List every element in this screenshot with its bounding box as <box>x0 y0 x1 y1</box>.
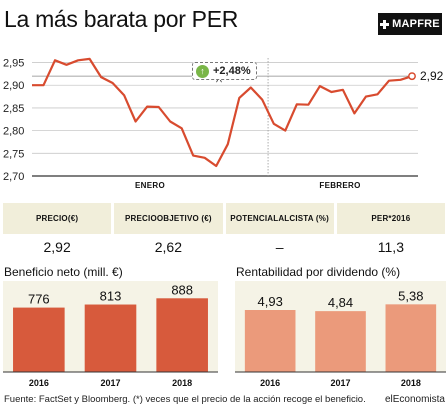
benefit-chart-title: Beneficio neto (mill. €) <box>4 265 123 279</box>
stat-label: PRECIO OBJETIVO (€) <box>114 203 223 234</box>
publisher-name: elEconomista <box>384 394 445 405</box>
stat-label: POTENCIAL ALCISTA (%) <box>225 203 334 234</box>
benefit-bar <box>13 307 65 372</box>
brand-logo: MAPFRE <box>378 13 442 35</box>
stat-value: 2,92 <box>43 238 71 255</box>
y-tick-label: 2,70 <box>3 171 24 183</box>
benefit-category-label: 2017 <box>100 378 120 388</box>
benefit-bar <box>84 304 137 372</box>
benefit-value-label: 776 <box>28 292 50 307</box>
benefit-category-label: 2016 <box>29 378 49 388</box>
stat-cell: PRECIO (€) 2,92 <box>3 203 112 259</box>
stat-label-line: OBJETIVO (€) <box>156 213 212 223</box>
yield-category-label: 2016 <box>260 378 280 388</box>
stat-label-line: ALCISTA (%) <box>278 213 329 223</box>
up-arrow-icon: ↑ <box>196 64 209 78</box>
stat-label-line: PRECIO <box>35 213 68 223</box>
benefit-value-label: 888 <box>171 282 193 297</box>
stat-label-line: PER* <box>371 213 392 223</box>
price-line-chart: 2,95 2,90 2,85 2,80 2,75 2,70 ENERO FEBRERO 2,92 <box>3 57 444 190</box>
stat-value: 2,62 <box>154 238 182 255</box>
yield-bar <box>244 310 296 372</box>
yield-svg: 4,93 2016 4,84 2017 5,38 2018 <box>235 281 446 388</box>
y-tick-label: 2,85 <box>3 103 24 115</box>
yield-chart-title: Rentabilidad por dividendo (%) <box>236 265 401 279</box>
y-tick-label: 2,90 <box>3 80 24 92</box>
cross-icon <box>380 19 390 29</box>
benefit-category-label: 2018 <box>172 378 192 388</box>
stat-label: PRECIO (€) <box>3 203 112 234</box>
stat-cell: PRECIO OBJETIVO (€) 2,62 <box>114 203 223 259</box>
yield-value-label: 4,84 <box>328 295 353 310</box>
yield-bar-chart: 4,93 2016 4,84 2017 5,38 2018 <box>235 281 446 388</box>
y-tick-label: 2,95 <box>3 58 24 70</box>
stat-cell: PER* 2016 11,3 <box>336 203 445 259</box>
yield-value-label: 5,38 <box>398 288 423 303</box>
brand-logo-text: MAPFRE <box>392 18 440 30</box>
yield-bar <box>315 311 366 372</box>
change-annotation: ↑ +2,48% <box>192 62 257 80</box>
benefit-svg: 776 2016 813 2017 888 2018 <box>3 281 218 388</box>
stat-value: 11,3 <box>377 238 404 255</box>
page-title: La más barata por PER <box>4 6 239 32</box>
price-series-line <box>32 57 413 168</box>
last-value-label: 2,92 <box>420 69 444 83</box>
x-tick-label: ENERO <box>135 181 165 190</box>
benefit-value-label: 813 <box>100 289 122 304</box>
yield-value-label: 4,93 <box>258 294 283 309</box>
stats-table: PRECIO (€) 2,92 PRECIO OBJETIVO (€) 2,62 POTEN… <box>3 203 445 259</box>
last-value-marker <box>408 72 416 81</box>
yield-category-label: 2018 <box>401 378 421 388</box>
stat-label-line: 2016 <box>391 213 411 223</box>
stat-value: – <box>275 238 284 255</box>
stat-label-line: PRECIO <box>125 213 157 223</box>
benefit-bar-chart: 776 2016 813 2017 888 2018 <box>3 281 218 388</box>
stat-label-line: POTENCIAL <box>230 213 279 223</box>
y-tick-label: 2,80 <box>3 126 24 138</box>
yield-category-label: 2017 <box>330 378 350 388</box>
y-tick-label: 2,75 <box>3 148 24 160</box>
yield-bar <box>385 304 437 372</box>
stat-label-line: (€) <box>67 213 79 223</box>
benefit-bar <box>156 298 208 372</box>
stat-label: PER* 2016 <box>336 203 445 234</box>
x-tick-label: FEBRERO <box>319 181 360 190</box>
change-annotation-label: +2,48% <box>213 65 251 77</box>
source-note: Fuente: FactSet y Bloomberg. (*) veces q… <box>4 394 366 405</box>
stat-cell: POTENCIAL ALCISTA (%) – <box>225 203 334 259</box>
